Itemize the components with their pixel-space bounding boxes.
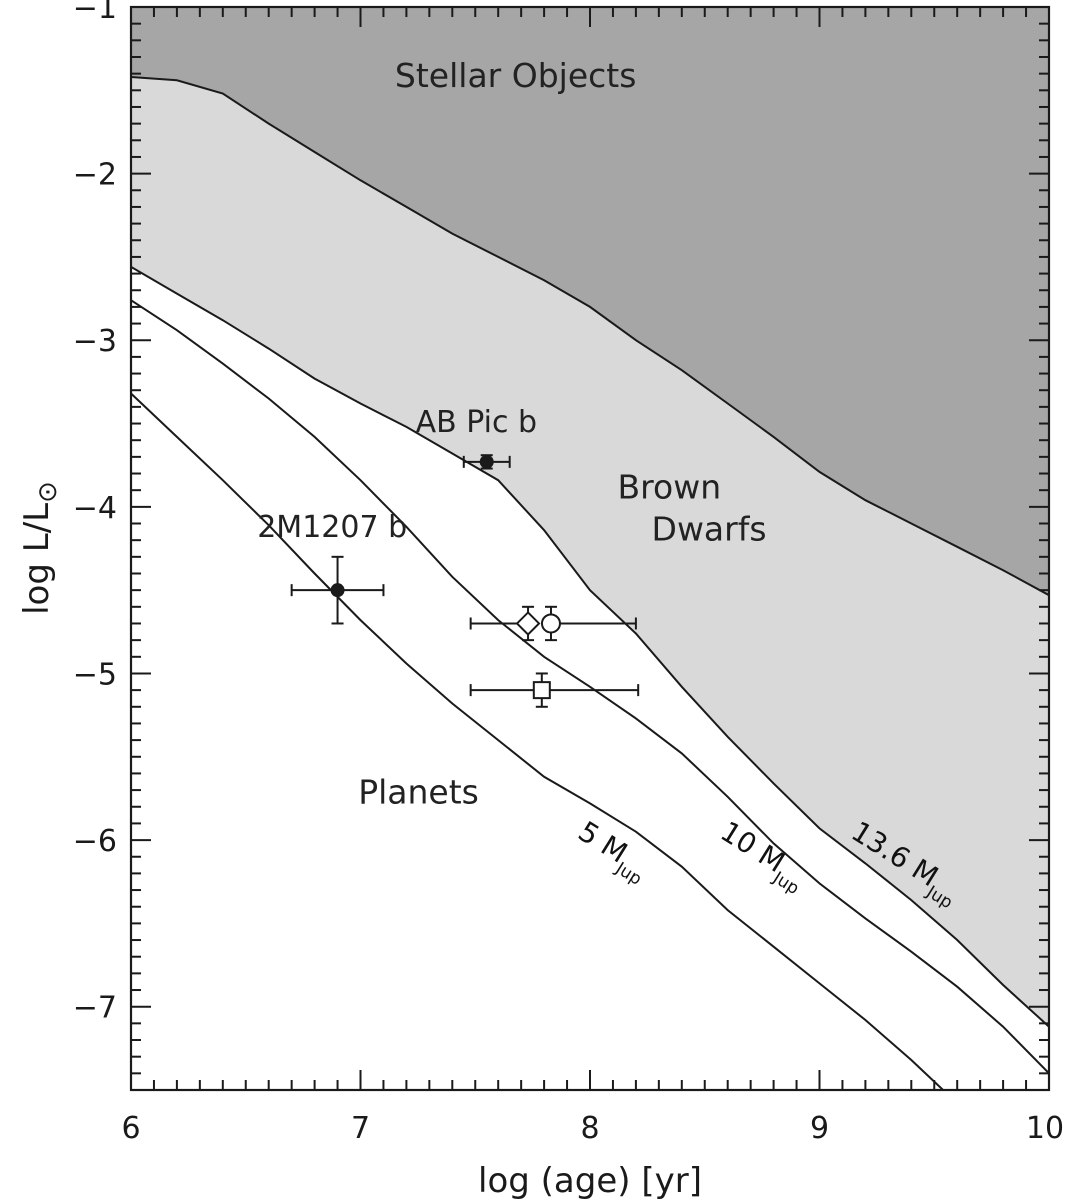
brown-dwarfs-label-line1: Brown [618, 468, 722, 507]
y-axis-title-main: log L/L [17, 503, 57, 615]
axis-ticks [131, 7, 1049, 1090]
x-tick-label: 7 [351, 1111, 370, 1146]
y-tick-label: −6 [73, 824, 117, 859]
y-axis-title: log L/L⊙ [17, 481, 63, 615]
y-tick-label: −1 [73, 0, 117, 26]
filled-circle-marker [479, 454, 494, 469]
x-tick-label: 8 [580, 1111, 599, 1146]
y-tick-label: −5 [73, 657, 117, 692]
open-square-marker [532, 681, 551, 700]
stellar-region [131, 7, 1049, 596]
chart-labels: 6 7 8 9 10 −1 −2 −3 −4 −5 −6 −7 Stellar Objects Brown… [73, 0, 1064, 1146]
mass-curve-line [131, 392, 945, 1090]
data-points [290, 454, 640, 708]
y-tick-label: −3 [73, 324, 117, 359]
y-tick-label: −2 [73, 158, 117, 193]
filled-circle-marker [330, 583, 345, 598]
stellar-boundary-line [131, 76, 1049, 597]
object-label: 2M1207 b [257, 510, 407, 545]
y-tick-label: −7 [73, 991, 117, 1026]
object-label: AB Pic b [416, 405, 537, 440]
x-tick-label: 10 [1026, 1111, 1064, 1146]
region-fills [131, 7, 1049, 1090]
y-axis-title-symbol: ⊙ [33, 481, 63, 503]
stellar-objects-label: Stellar Objects [395, 56, 636, 95]
x-tick-label: 9 [810, 1111, 829, 1146]
y-tick-label: −4 [73, 491, 117, 526]
x-tick-label: 6 [121, 1111, 140, 1146]
brown-dwarfs-label-line2: Dwarfs [652, 510, 767, 549]
open-circle-marker [540, 613, 561, 634]
mass-curves [131, 76, 1049, 1090]
planets-label: Planets [358, 772, 479, 811]
x-axis-title: log (age) [yr] [478, 1161, 702, 1201]
open-diamond-marker [515, 611, 541, 636]
mass-curve-line [131, 266, 1049, 1028]
mass-curve-line [131, 299, 1049, 1075]
